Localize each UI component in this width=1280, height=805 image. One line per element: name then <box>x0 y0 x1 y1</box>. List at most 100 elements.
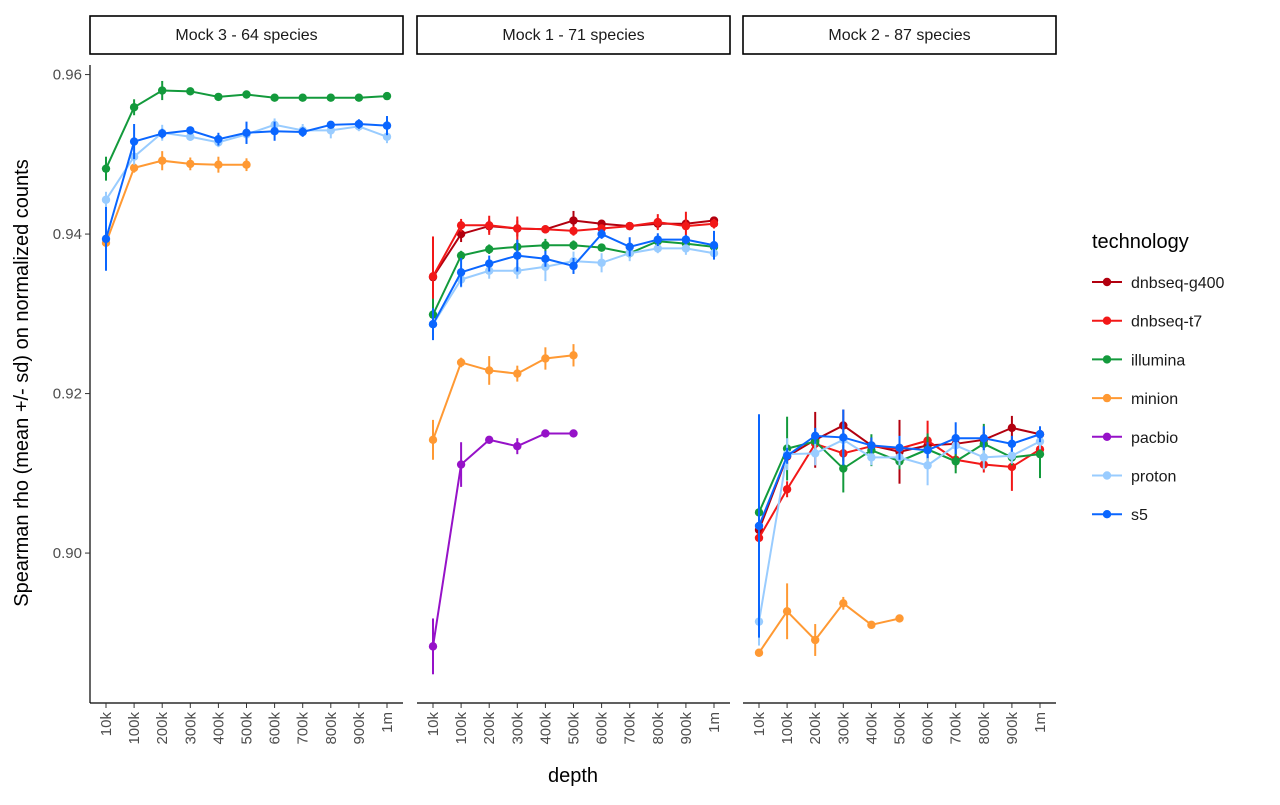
data-point <box>541 354 550 363</box>
data-point <box>811 449 820 458</box>
x-tick-label: 400k <box>210 712 227 745</box>
x-tick-label: 200k <box>154 712 171 745</box>
data-point <box>382 132 392 141</box>
data-point <box>569 261 578 271</box>
data-point <box>681 244 691 253</box>
data-point <box>270 126 279 136</box>
x-tick-label: 700k <box>295 712 312 745</box>
x-tick-label: 100k <box>126 712 143 745</box>
legend-label: pacbio <box>1131 430 1178 447</box>
data-point <box>839 599 848 608</box>
data-point <box>709 219 719 228</box>
data-point <box>428 435 438 445</box>
series-s5 <box>428 229 719 341</box>
series-illumina <box>101 80 392 181</box>
data-point <box>1007 462 1017 472</box>
data-point <box>382 91 392 101</box>
data-point <box>242 90 251 99</box>
legend-item-dnbseq-t7: dnbseq-t7 <box>1092 314 1202 331</box>
x-tick-label: 400k <box>863 712 880 745</box>
series-s5 <box>101 116 392 271</box>
panel-strip <box>416 15 731 55</box>
data-point <box>597 229 606 239</box>
data-point <box>782 451 792 460</box>
panel-strip <box>742 15 1057 55</box>
data-point <box>923 461 932 470</box>
data-point <box>1035 449 1045 459</box>
data-point <box>569 241 578 250</box>
data-point <box>186 87 195 96</box>
data-point <box>485 259 494 268</box>
data-point <box>709 241 719 250</box>
x-tick-label: 500k <box>566 712 583 745</box>
data-point <box>485 221 494 230</box>
legend-item-proton: proton <box>1092 469 1176 486</box>
data-point <box>569 429 578 438</box>
panel-title: Mock 2 - 87 species <box>828 27 970 44</box>
x-tick-label: 700k <box>948 712 965 745</box>
data-point <box>186 159 195 169</box>
x-tick-label: 1m <box>1032 712 1049 733</box>
panel-2: Mock 1 - 71 species 10k 100k 200k 300k 400k 50… <box>416 15 731 745</box>
data-point <box>456 251 466 260</box>
data-point <box>895 443 904 452</box>
data-point <box>214 92 223 102</box>
x-tick-label: 800k <box>650 712 667 745</box>
data-point <box>1007 439 1017 449</box>
data-point <box>129 103 139 112</box>
series-illumina <box>428 236 719 331</box>
data-point <box>242 128 251 137</box>
data-point <box>541 429 550 438</box>
data-point <box>653 244 662 253</box>
data-point <box>541 254 550 263</box>
data-point <box>895 614 904 623</box>
data-point <box>428 319 438 329</box>
x-tick-label: 400k <box>537 712 554 745</box>
x-tick-label: 900k <box>678 712 695 745</box>
panel-strip <box>89 15 404 55</box>
x-axis-label: depth <box>548 765 598 787</box>
data-point <box>597 258 606 267</box>
data-point <box>811 635 820 645</box>
data-point <box>158 86 167 95</box>
data-point <box>513 251 522 260</box>
x-tick-label: 10k <box>425 712 442 737</box>
data-point <box>951 434 960 443</box>
legend-item-dnbseq-g400: dnbseq-g400 <box>1092 275 1225 292</box>
data-point <box>513 442 522 451</box>
x-tick-label: 800k <box>976 712 993 745</box>
x-tick-label: 200k <box>481 712 498 745</box>
data-point <box>485 366 494 375</box>
legend-item-minion: minion <box>1092 391 1178 408</box>
data-point <box>101 164 111 173</box>
legend-label: minion <box>1131 391 1178 408</box>
data-point <box>569 216 578 225</box>
data-point <box>485 245 494 254</box>
data-point <box>541 225 550 234</box>
data-point <box>653 235 662 244</box>
panel-title: Mock 1 - 71 species <box>502 27 644 44</box>
data-point <box>1007 451 1017 460</box>
data-point <box>428 272 438 281</box>
data-point <box>979 434 988 443</box>
data-point <box>782 485 792 494</box>
legend-key-point <box>1102 277 1112 287</box>
legend-label: proton <box>1131 469 1176 486</box>
data-point <box>867 453 876 462</box>
legend: dnbseq-g400 dnbseq-t7 illumina minion pacbio… <box>1092 275 1225 524</box>
legend-key-point <box>1102 316 1112 325</box>
legend-key-point <box>1102 432 1112 441</box>
series-line <box>105 159 247 244</box>
legend-label: s5 <box>1131 507 1148 524</box>
data-point <box>354 119 364 129</box>
data-point <box>681 235 691 244</box>
legend-title: technology <box>1092 231 1189 253</box>
data-point <box>597 243 606 252</box>
data-point <box>270 93 279 102</box>
data-point <box>513 369 522 378</box>
data-point <box>129 163 139 173</box>
x-tick-label: 500k <box>892 712 909 745</box>
x-tick-label: 600k <box>267 712 284 745</box>
data-point <box>923 445 932 455</box>
series-minion <box>101 151 251 259</box>
